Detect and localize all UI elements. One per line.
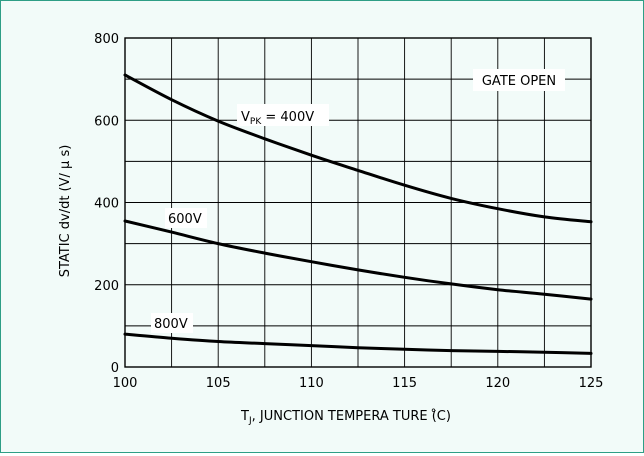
y-axis-label: STATIC dv/dt (V/ μ s) bbox=[58, 145, 73, 278]
series-line-2 bbox=[123, 219, 593, 301]
curves bbox=[123, 73, 593, 355]
y-tick-label: 0 bbox=[111, 361, 119, 376]
x-tick-label: 115 bbox=[392, 376, 417, 391]
y-tick-label: 600 bbox=[94, 114, 119, 129]
series-label-400v: VPK = 400V bbox=[241, 110, 314, 127]
y-tick-labels: 0 200 400 600 800 bbox=[94, 32, 119, 376]
x-tick-labels: 100 105 110 115 120 125 bbox=[113, 376, 604, 391]
series-label-bg-800 bbox=[151, 313, 193, 333]
y-tick-label: 400 bbox=[94, 197, 119, 212]
series-label-800v: 800V bbox=[154, 317, 188, 332]
plot-border bbox=[124, 37, 592, 368]
x-axis-label: TJ, JUNCTION TEMPERA TURE (̊C) bbox=[240, 408, 451, 426]
series-label-600v: 600V bbox=[168, 212, 202, 227]
x-tick-label: 125 bbox=[579, 376, 604, 391]
series-label-bg-400 bbox=[237, 104, 329, 126]
x-tick-label: 110 bbox=[299, 376, 324, 391]
gate-open-annotation: GATE OPEN bbox=[482, 74, 556, 89]
grid bbox=[125, 38, 591, 367]
series-label-bg-600 bbox=[165, 208, 207, 228]
y-tick-label: 800 bbox=[94, 32, 119, 47]
x-tick-label: 120 bbox=[485, 376, 510, 391]
x-tick-label: 105 bbox=[206, 376, 231, 391]
x-tick-label: 100 bbox=[113, 376, 138, 391]
y-tick-label: 200 bbox=[94, 279, 119, 294]
series-line-1 bbox=[123, 73, 593, 224]
annotation-bg bbox=[473, 69, 565, 91]
series-line-3 bbox=[123, 332, 593, 355]
